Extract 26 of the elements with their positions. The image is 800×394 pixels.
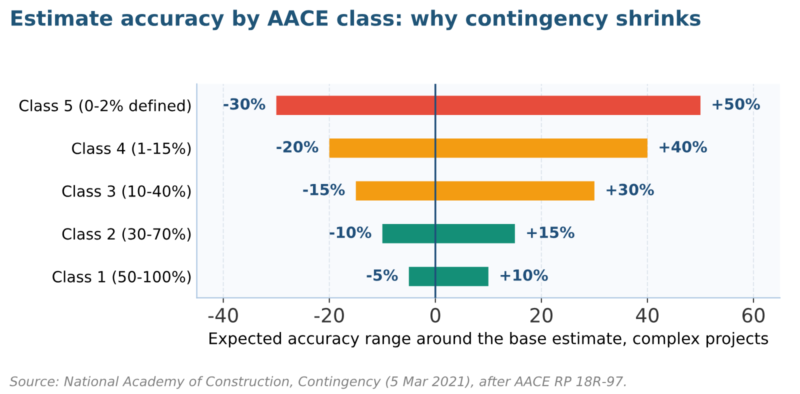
y-tick-label: Class 1 (50-100%)	[52, 270, 191, 284]
x-tick-label: 60	[742, 308, 765, 323]
x-tick-label: -20	[314, 308, 344, 323]
bar	[435, 96, 700, 115]
data-label: +50%	[712, 98, 760, 110]
data-label: -15%	[303, 184, 345, 196]
y-tick-label: Class 5 (0-2% defined)	[19, 100, 191, 114]
data-label: +30%	[606, 184, 654, 196]
x-tick-label: -40	[208, 308, 238, 323]
x-axis-title: Expected accuracy range around the base estimate, complex projects	[210, 332, 768, 348]
data-label: -10%	[330, 226, 372, 238]
data-label: -20%	[276, 140, 318, 153]
data-label: -5%	[366, 269, 398, 281]
bar	[276, 96, 436, 115]
data-label: +15%	[527, 226, 574, 238]
data-label: +10%	[500, 269, 548, 281]
data-label: +40%	[660, 140, 707, 153]
source-note: Source: National Academy of Construction, Contingency (5 Mar 2021), after AACE RP 18R-97.	[10, 376, 626, 389]
x-tick-label: 20	[530, 308, 552, 323]
data-label: -30%	[224, 98, 266, 110]
y-tick-label: Class 2 (30-70%)	[62, 228, 191, 242]
x-tick-label: 40	[636, 308, 659, 323]
y-tick-label: Class 4 (1-15%)	[72, 142, 191, 156]
y-tick-label: Class 3 (10-40%)	[62, 185, 191, 199]
x-tick-label: 0	[430, 308, 440, 323]
chart-title: Estimate accuracy by AACE class: why contingency shrinks	[12, 10, 700, 30]
